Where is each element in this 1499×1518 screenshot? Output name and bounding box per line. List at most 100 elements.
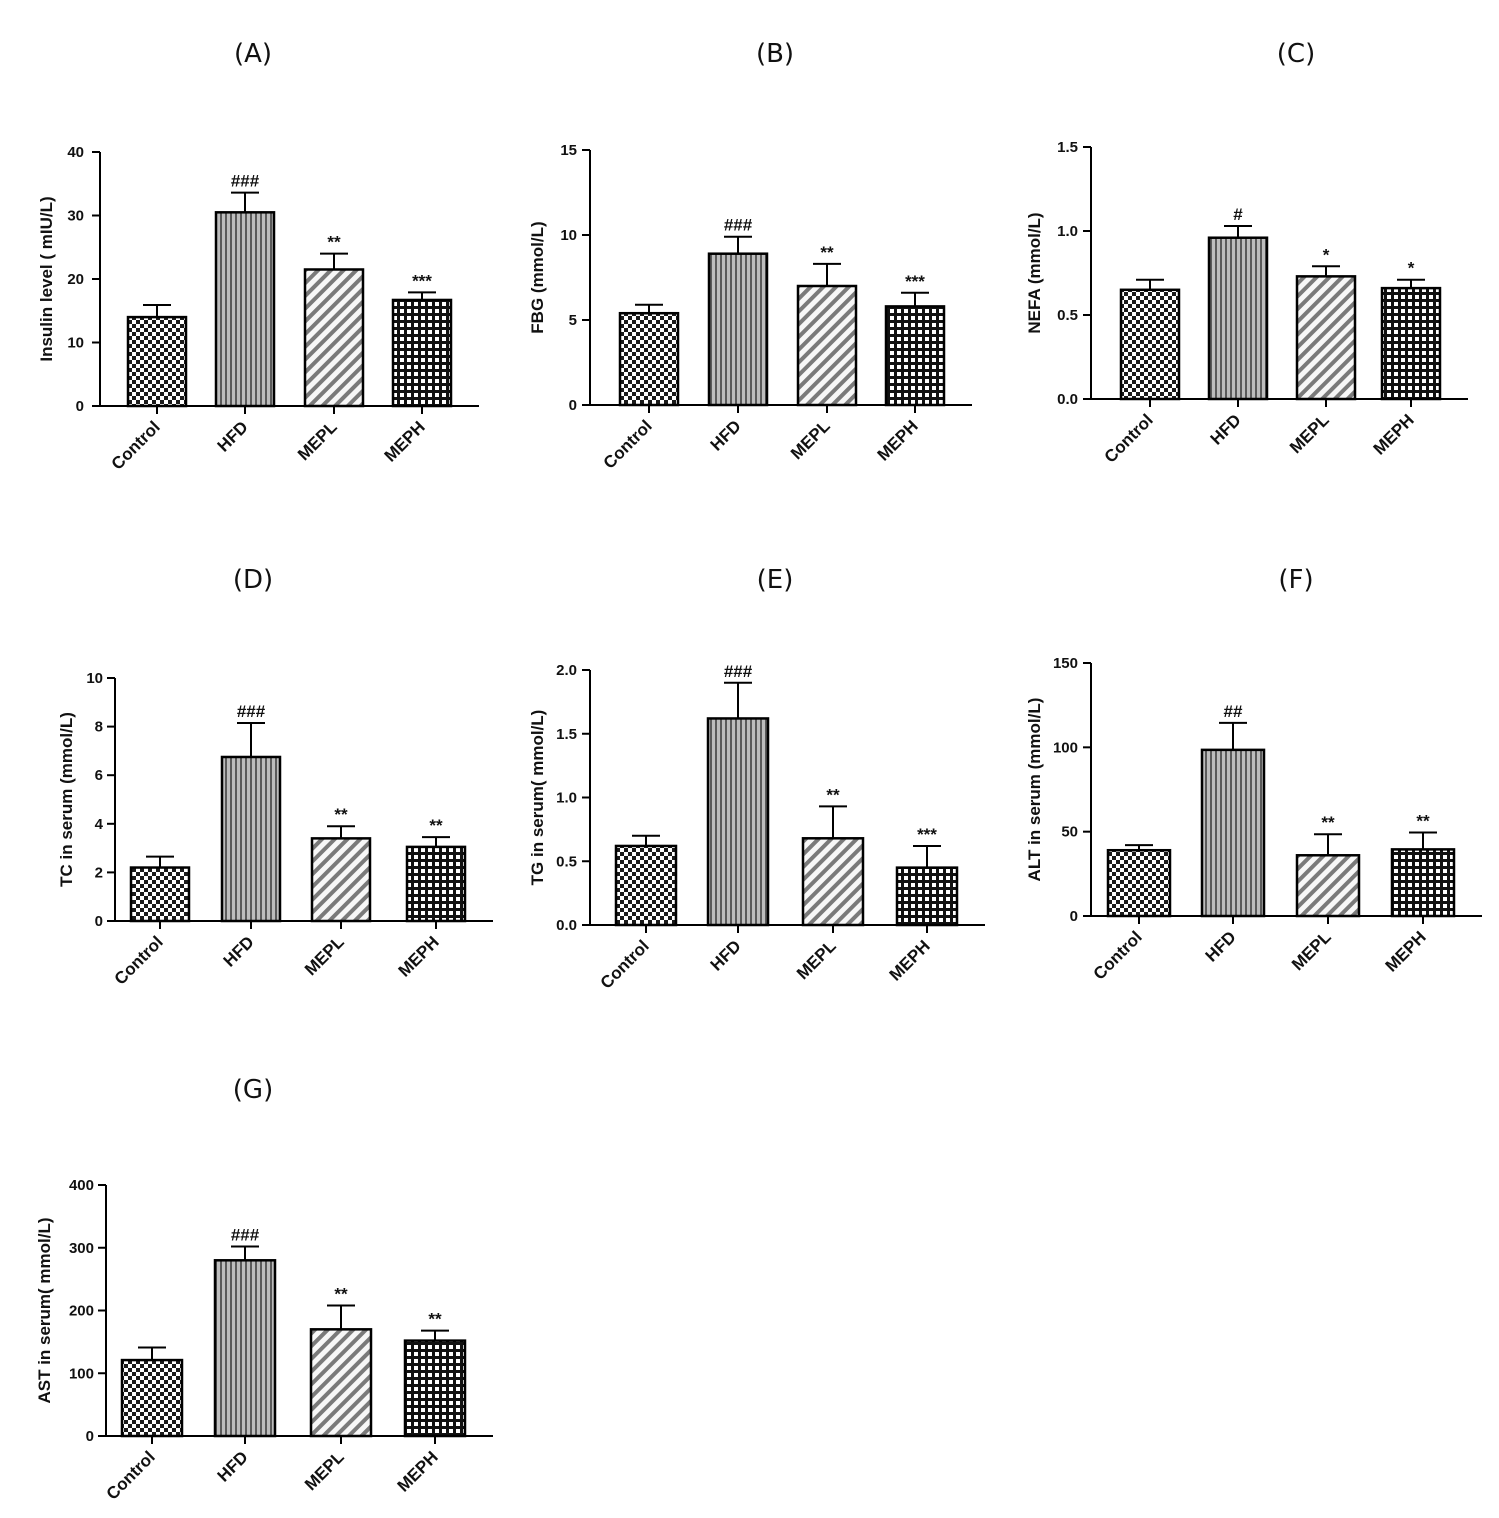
panel-title: (A) [234,39,272,69]
significance-label: # [1233,205,1243,224]
chart-panel: (E) TG in serum( mmol/L) 0.0 0.5 1.0 1.5 2.0 Co… [528,565,985,993]
y-tick-label: 10 [86,670,103,687]
bar-control [1106,848,1172,918]
y-tick-label: 0 [1070,908,1078,925]
y-axis-label: Insulin level ( mIU/L) [37,196,56,361]
chart-panel: (A) Insulin level ( mIU/L) 0 10 20 30 40 Contro… [37,39,479,474]
panel-title: (G) [233,1075,273,1105]
bar-group: # HFD [1207,205,1269,449]
x-tick-label: Control [108,417,164,473]
y-axis-label: AST in serum( mmol/L) [35,1217,54,1403]
bar-group: ** MEPL [294,233,365,464]
x-tick-label: MEPH [394,1447,442,1495]
panel-title: (E) [757,565,794,595]
bar-meph [391,298,453,408]
x-tick-label: MEPL [1288,927,1335,974]
x-tick-label: MEPL [301,932,348,979]
y-tick-label: 400 [69,1177,94,1194]
y-tick-label: 8 [95,719,103,736]
y-tick-label: 0 [76,398,84,415]
panel-title: (C) [1277,39,1315,69]
y-tick-label: 6 [95,767,103,784]
x-tick-label: MEPH [381,417,429,465]
x-tick-label: Control [1101,410,1157,466]
bar-group: Control [103,1346,184,1504]
bar-mepl [801,837,865,927]
significance-label: ** [1321,813,1335,832]
x-tick-label: MEPH [886,936,934,984]
bar-group: ### HFD [707,216,769,455]
y-axis-label: TC in serum (mmol/L) [57,712,76,887]
bar-mepl [303,268,365,408]
bar-group: Control [111,855,191,989]
significance-label: *** [917,825,937,844]
y-tick-label: 10 [560,227,577,244]
bar-mepl [310,837,372,923]
bar-group: ** MEPL [301,1284,373,1494]
x-tick-label: MEPL [787,416,834,463]
significance-label: ** [334,805,348,824]
bar-hfd [220,755,282,923]
y-tick-label: 0 [569,397,577,414]
bar-group: ### HFD [220,702,282,971]
chart-panel: (C) NEFA (mmol/L) 0.0 0.5 1.0 1.5 Control # HFD *… [1025,39,1468,467]
bar-group: ** MEPL [787,243,858,463]
bar-mepl [1295,275,1357,401]
x-tick-label: MEPH [1370,410,1418,458]
bar-group: Control [1090,844,1172,984]
bar-mepl [1295,854,1361,918]
significance-label: ** [429,816,443,835]
y-tick-label: 300 [69,1240,94,1257]
x-tick-label: Control [1090,927,1146,983]
x-tick-label: HFD [1202,927,1240,965]
bar-meph [405,845,467,923]
bar-control [126,315,188,408]
x-tick-label: MEPL [1286,410,1333,457]
y-axis-label: TG in serum( mmol/L) [528,710,547,886]
bar-group: *** MEPH [874,272,946,465]
y-tick-label: 150 [1053,655,1078,672]
bar-mepl [309,1328,373,1438]
chart-panel: (D) TC in serum (mmol/L) 0 2 4 6 8 10 Control ###… [57,565,493,989]
significance-label: ** [826,785,840,804]
significance-label: ### [231,172,260,191]
significance-label: ### [724,662,753,681]
x-tick-label: MEPH [395,932,443,980]
x-tick-label: HFD [214,417,252,455]
bar-group: *** MEPH [886,825,959,985]
bar-mepl [796,284,858,407]
chart-panel: (G) AST in serum( mmol/L) 0 100 200 300 400 Con… [35,1075,493,1504]
chart-panel: (B) FBG (mmol/L) 0 5 10 15 Control ### HFD ** MEPL… [528,39,972,473]
y-tick-label: 200 [69,1303,94,1320]
significance-label: ** [820,243,834,262]
panel-title: (B) [756,39,794,69]
y-tick-label: 30 [67,208,84,225]
bar-group: ### HFD [214,1225,277,1486]
y-tick-label: 0 [86,1428,94,1445]
y-tick-label: 1.0 [1057,223,1078,240]
bar-group: ### HFD [706,662,770,975]
y-tick-label: 0 [95,913,103,930]
y-tick-label: 0.0 [1057,391,1078,408]
bar-hfd [706,717,770,927]
y-tick-label: 4 [95,816,104,833]
y-axis-label: ALT in serum (mmol/L) [1025,698,1044,882]
y-tick-label: 100 [1053,739,1078,756]
y-tick-label: 2 [95,864,103,881]
y-axis-label: FBG (mmol/L) [528,221,547,333]
bar-group: *** MEPH [381,271,453,466]
significance-label: ** [334,1284,348,1303]
bar-meph [884,305,946,407]
bar-group: ** MEPL [1288,813,1361,974]
bar-meph [403,1339,467,1438]
significance-label: *** [905,272,925,291]
panel-title: (D) [233,565,273,595]
bar-group: ** MEPL [793,785,865,983]
bar-group: ## HFD [1200,702,1266,966]
bar-group: * MEPL [1286,245,1357,457]
bar-control [120,1358,184,1438]
significance-label: *** [412,271,432,290]
x-tick-label: MEPL [301,1447,348,1494]
bar-group: ** MEPH [394,1310,467,1496]
